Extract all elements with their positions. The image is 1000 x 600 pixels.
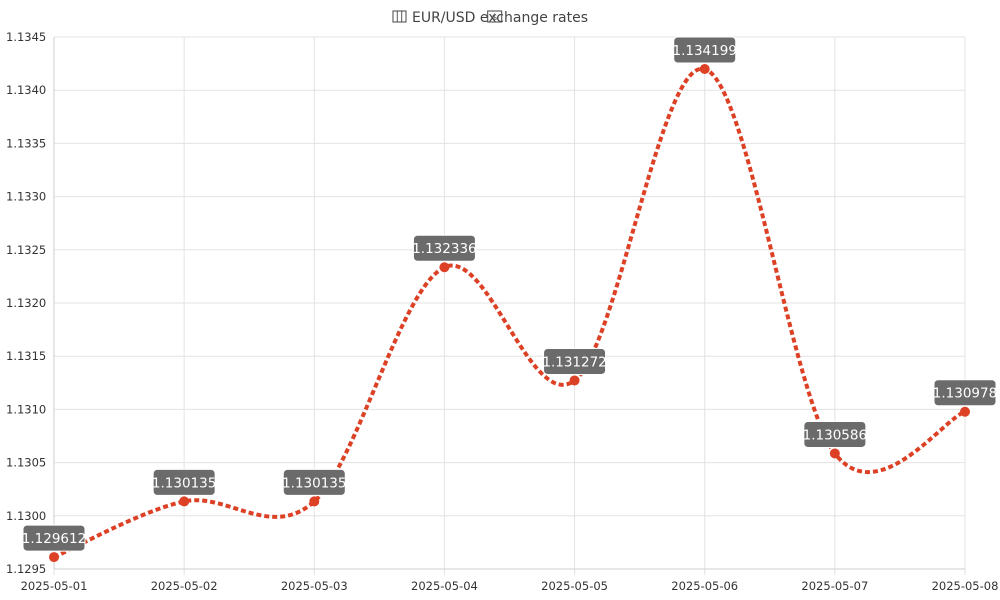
- y-tick-label: 1.1325: [6, 243, 46, 257]
- data-label-text: 1.130135: [152, 475, 216, 491]
- svg-text:$: $: [492, 13, 498, 23]
- data-label: 1.130978: [933, 379, 997, 407]
- data-label-text: 1.134199: [673, 43, 737, 59]
- data-label: 1.131272: [542, 347, 607, 375]
- y-tick-label: 1.1340: [6, 83, 46, 97]
- y-tick-label: 1.1345: [6, 30, 46, 44]
- data-label-text: 1.132336: [412, 241, 476, 257]
- y-tick-label: 1.1300: [6, 509, 46, 523]
- data-point[interactable]: [569, 375, 580, 386]
- data-point[interactable]: [309, 496, 320, 507]
- data-label-text: 1.130135: [282, 475, 346, 491]
- x-tick-label: 2025-05-05: [541, 579, 608, 593]
- y-tick-label: 1.1315: [6, 349, 46, 363]
- x-tick-label: 2025-05-06: [671, 579, 738, 593]
- data-label: 1.130135: [152, 468, 216, 496]
- data-point[interactable]: [829, 448, 840, 459]
- x-tick-label: 2025-05-03: [281, 579, 348, 593]
- data-point[interactable]: [179, 496, 190, 507]
- y-tick-label: 1.1330: [6, 190, 46, 204]
- series-eur-usd: [53, 66, 966, 559]
- y-tick-label: 1.1295: [6, 562, 46, 576]
- data-label: 1.130586: [803, 420, 867, 448]
- data-label-text: 1.131272: [542, 354, 606, 370]
- y-tick-label: 1.1310: [6, 402, 46, 416]
- data-point[interactable]: [960, 406, 970, 417]
- banknote-icon: $: [487, 10, 503, 23]
- x-tick-label: 2025-05-08: [932, 579, 999, 593]
- data-label-text: 1.129612: [22, 531, 86, 547]
- chart-title-text: EUR/USD exchange rates: [412, 10, 588, 26]
- x-tick-label: 2025-05-01: [21, 579, 88, 593]
- series-line: [53, 66, 966, 559]
- data-point[interactable]: [49, 552, 59, 563]
- data-point[interactable]: [699, 64, 710, 75]
- x-tick-label: 2025-05-07: [801, 579, 868, 593]
- chart-title: EUR/USD exchange rates $: [392, 10, 588, 26]
- data-points: [49, 64, 970, 563]
- y-axis: 1.1295 1.1300 1.1305 1.1310 1.1315 1.1320 1.13…: [6, 30, 46, 576]
- y-tick-label: 1.1320: [6, 296, 46, 310]
- x-tick-label: 2025-05-04: [411, 579, 478, 593]
- data-labels: 1.129612 1.130135 1.130135 1.132336 1.131272…: [22, 36, 997, 552]
- data-point[interactable]: [439, 262, 450, 273]
- x-axis: 2025-05-01 2025-05-02 2025-05-03 2025-05-04…: [21, 579, 999, 593]
- data-label: 1.130135: [282, 468, 346, 496]
- data-label-text: 1.130586: [803, 427, 867, 443]
- data-label: 1.129612: [22, 524, 86, 552]
- data-label: 1.132336: [412, 234, 477, 262]
- data-label-text: 1.130978: [933, 386, 997, 402]
- data-label: 1.134199: [673, 36, 737, 64]
- map-icon: [392, 10, 407, 23]
- y-tick-label: 1.1335: [6, 136, 46, 150]
- y-tick-label: 1.1305: [6, 456, 46, 470]
- x-tick-label: 2025-05-02: [151, 579, 218, 593]
